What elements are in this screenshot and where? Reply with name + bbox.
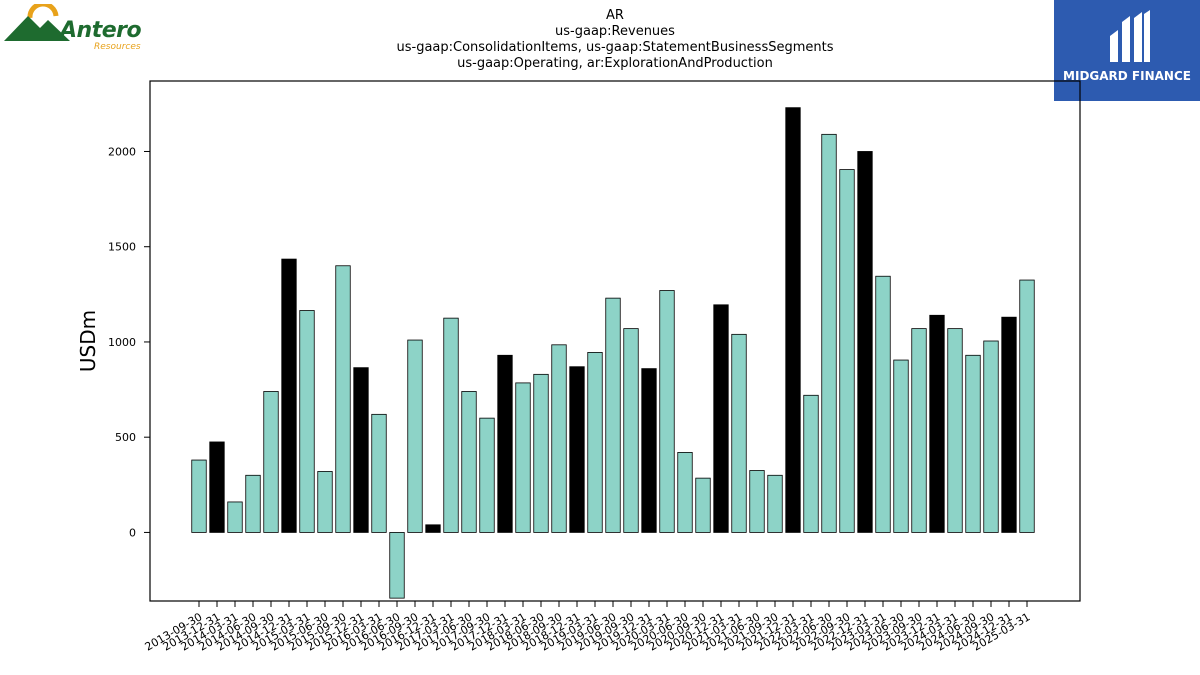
bar bbox=[461, 391, 477, 533]
bar bbox=[839, 169, 855, 533]
bar bbox=[479, 417, 495, 533]
bar bbox=[299, 310, 315, 533]
bar bbox=[245, 474, 261, 533]
bar bbox=[731, 333, 747, 533]
plot-frame bbox=[149, 80, 1081, 602]
bar bbox=[281, 258, 297, 533]
bar bbox=[965, 354, 981, 533]
bar bbox=[983, 340, 999, 533]
bar bbox=[677, 452, 693, 533]
bar bbox=[227, 501, 243, 533]
antero-logo: Antero Resources bbox=[4, 4, 149, 54]
bar bbox=[317, 471, 333, 533]
bar bbox=[1001, 316, 1017, 533]
chart-title-line-2: us-gaap:Revenues bbox=[555, 24, 675, 39]
bar bbox=[623, 328, 639, 533]
bar bbox=[389, 532, 405, 599]
midgard-finance-logo: MIDGARD FINANCE bbox=[1054, 0, 1200, 101]
y-tick-label: 500 bbox=[115, 431, 136, 444]
bar bbox=[551, 344, 567, 533]
mountain-sun-icon bbox=[4, 4, 70, 41]
bar bbox=[407, 339, 423, 533]
bar bbox=[515, 382, 531, 533]
midgard-mark-icon bbox=[1110, 10, 1150, 62]
bar bbox=[1019, 279, 1035, 533]
y-tick-label: 1500 bbox=[108, 241, 136, 254]
bar bbox=[713, 304, 729, 533]
bar bbox=[335, 265, 351, 533]
bar bbox=[749, 470, 765, 533]
bar bbox=[209, 441, 225, 533]
bar bbox=[911, 328, 927, 533]
bar bbox=[695, 477, 711, 533]
bar bbox=[929, 314, 945, 533]
bar bbox=[821, 133, 837, 533]
bar bbox=[641, 368, 657, 533]
bar bbox=[767, 474, 783, 533]
bar bbox=[893, 359, 909, 533]
y-tick-label: 0 bbox=[129, 526, 136, 539]
chart-title-line-3: us-gaap:ConsolidationItems, us-gaap:Stat… bbox=[396, 40, 834, 55]
bar bbox=[605, 297, 621, 533]
bar bbox=[533, 373, 549, 533]
bar bbox=[353, 367, 369, 533]
bar bbox=[785, 107, 801, 533]
bar bbox=[659, 290, 675, 533]
bar bbox=[875, 275, 891, 533]
bar bbox=[857, 151, 873, 533]
chart-title-line-1: AR bbox=[606, 8, 624, 23]
y-tick-label: 1000 bbox=[108, 336, 136, 349]
bar bbox=[569, 366, 585, 533]
bar bbox=[587, 352, 603, 533]
y-tick-label: 2000 bbox=[108, 145, 136, 158]
y-axis-label: USDm bbox=[76, 310, 100, 372]
bar bbox=[947, 328, 963, 533]
bar bbox=[263, 391, 279, 533]
bar bbox=[191, 459, 207, 533]
logo-name: MIDGARD FINANCE bbox=[1063, 69, 1191, 83]
logo-subtitle: Resources bbox=[94, 42, 141, 52]
bar bbox=[443, 317, 459, 533]
bar bbox=[425, 524, 441, 533]
bar bbox=[803, 394, 819, 533]
logo-wordmark: Antero bbox=[60, 18, 142, 43]
chart-title-line-4: us-gaap:Operating, ar:ExplorationAndProd… bbox=[457, 56, 773, 71]
bar bbox=[497, 354, 513, 533]
bar bbox=[371, 413, 387, 533]
